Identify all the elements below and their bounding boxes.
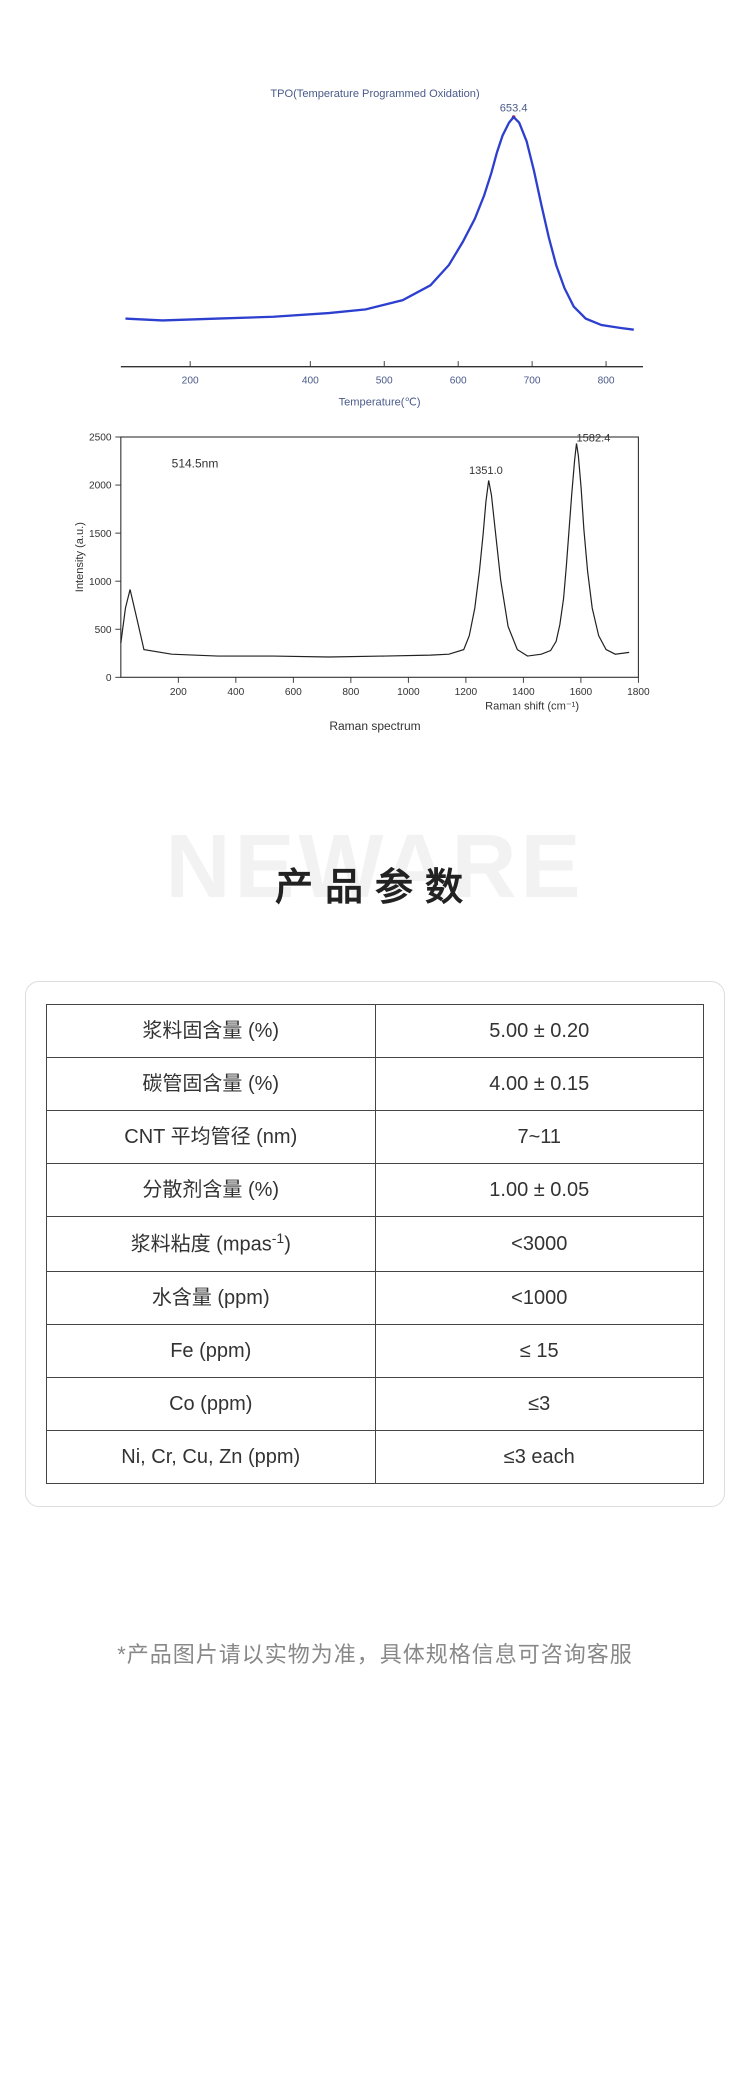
param-value: ≤3 bbox=[375, 1377, 704, 1430]
raman-chart: 514.5nm 1351.0 1582.4 0 500 1000 1500 2000 25… bbox=[70, 423, 680, 756]
svg-text:Raman spectrum: Raman spectrum bbox=[329, 719, 420, 733]
param-label: 分散剂含量 (%) bbox=[47, 1164, 376, 1217]
svg-text:700: 700 bbox=[524, 375, 541, 386]
section-title: 产品参数 bbox=[0, 856, 750, 911]
svg-text:2000: 2000 bbox=[89, 481, 112, 492]
svg-text:Intensity (a.u.): Intensity (a.u.) bbox=[74, 522, 86, 592]
svg-text:400: 400 bbox=[227, 687, 244, 698]
table-row: 水含量 (ppm)<1000 bbox=[47, 1271, 704, 1324]
table-row: 浆料粘度 (mpas-1)<3000 bbox=[47, 1217, 704, 1272]
svg-text:1400: 1400 bbox=[512, 687, 535, 698]
svg-text:Temperature(℃): Temperature(℃) bbox=[339, 396, 421, 408]
table-row: Fe (ppm)≤ 15 bbox=[47, 1324, 704, 1377]
svg-text:653.4: 653.4 bbox=[500, 103, 528, 115]
param-value: 4.00 ± 0.15 bbox=[375, 1058, 704, 1111]
svg-text:500: 500 bbox=[95, 625, 112, 636]
tpo-chart: TPO(Temperature Programmed Oxidation) 65… bbox=[70, 80, 680, 413]
param-label: Fe (ppm) bbox=[47, 1324, 376, 1377]
svg-text:1800: 1800 bbox=[627, 687, 650, 698]
svg-text:1000: 1000 bbox=[397, 687, 420, 698]
param-label: Ni, Cr, Cu, Zn (ppm) bbox=[47, 1430, 376, 1483]
svg-text:500: 500 bbox=[376, 375, 393, 386]
param-value: ≤3 each bbox=[375, 1430, 704, 1483]
svg-text:1000: 1000 bbox=[89, 577, 112, 588]
svg-text:1200: 1200 bbox=[455, 687, 478, 698]
param-label: 碳管固含量 (%) bbox=[47, 1058, 376, 1111]
svg-text:1582.4: 1582.4 bbox=[576, 433, 610, 445]
params-table-card: 浆料固含量 (%)5.00 ± 0.20碳管固含量 (%)4.00 ± 0.15… bbox=[25, 981, 725, 1507]
param-label: 水含量 (ppm) bbox=[47, 1271, 376, 1324]
svg-text:514.5nm: 514.5nm bbox=[172, 457, 219, 471]
svg-text:1600: 1600 bbox=[570, 687, 593, 698]
param-value: <1000 bbox=[375, 1271, 704, 1324]
param-value: <3000 bbox=[375, 1217, 704, 1272]
svg-text:600: 600 bbox=[450, 375, 467, 386]
svg-text:TPO(Temperature Programmed Oxi: TPO(Temperature Programmed Oxidation) bbox=[270, 88, 479, 100]
param-label: CNT 平均管径 (nm) bbox=[47, 1111, 376, 1164]
svg-text:0: 0 bbox=[106, 673, 112, 684]
footnote: *产品图片请以实物为准，具体规格信息可咨询客服 bbox=[0, 1637, 750, 1669]
table-row: 碳管固含量 (%)4.00 ± 0.15 bbox=[47, 1058, 704, 1111]
param-value: ≤ 15 bbox=[375, 1324, 704, 1377]
svg-text:400: 400 bbox=[302, 375, 319, 386]
svg-text:2500: 2500 bbox=[89, 433, 112, 444]
svg-text:1500: 1500 bbox=[89, 529, 112, 540]
param-label: 浆料粘度 (mpas-1) bbox=[47, 1217, 376, 1272]
table-row: CNT 平均管径 (nm)7~11 bbox=[47, 1111, 704, 1164]
table-row: Ni, Cr, Cu, Zn (ppm)≤3 each bbox=[47, 1430, 704, 1483]
svg-text:200: 200 bbox=[170, 687, 187, 698]
table-row: 分散剂含量 (%)1.00 ± 0.05 bbox=[47, 1164, 704, 1217]
svg-text:800: 800 bbox=[598, 375, 615, 386]
param-label: 浆料固含量 (%) bbox=[47, 1005, 376, 1058]
table-row: 浆料固含量 (%)5.00 ± 0.20 bbox=[47, 1005, 704, 1058]
param-value: 5.00 ± 0.20 bbox=[375, 1005, 704, 1058]
svg-text:800: 800 bbox=[342, 687, 359, 698]
param-value: 7~11 bbox=[375, 1111, 704, 1164]
table-row: Co (ppm)≤3 bbox=[47, 1377, 704, 1430]
param-value: 1.00 ± 0.05 bbox=[375, 1164, 704, 1217]
svg-text:1351.0: 1351.0 bbox=[469, 465, 503, 477]
svg-text:600: 600 bbox=[285, 687, 302, 698]
svg-text:Raman shift (cm⁻¹): Raman shift (cm⁻¹) bbox=[485, 701, 579, 713]
params-table: 浆料固含量 (%)5.00 ± 0.20碳管固含量 (%)4.00 ± 0.15… bbox=[46, 1004, 704, 1484]
param-label: Co (ppm) bbox=[47, 1377, 376, 1430]
svg-text:200: 200 bbox=[182, 375, 199, 386]
